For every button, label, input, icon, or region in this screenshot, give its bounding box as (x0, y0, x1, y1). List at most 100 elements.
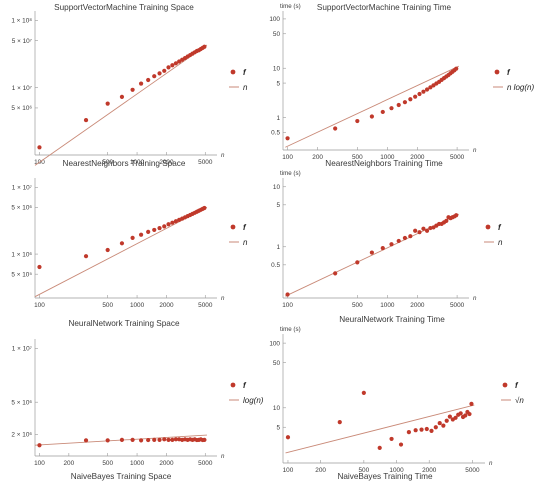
nn-space-data-point (152, 227, 157, 233)
svm-space-data-point (130, 87, 135, 92)
svm-time-data-point (417, 91, 422, 97)
nn-time-legend-point-label: f (498, 223, 502, 232)
neural-time-data-point (285, 435, 291, 440)
nn-time-data-point (402, 235, 408, 241)
nn-time-data-point (380, 245, 385, 251)
neural-time-data-point (467, 411, 472, 417)
neural-space-x-tick-label: 500 (102, 460, 113, 467)
neural-time-data-point (389, 436, 394, 442)
svm-space-data-point (105, 101, 110, 106)
svm-space-y-tick-label: 5 × 10⁷ (12, 38, 33, 45)
svm-space-legend-point-marker (230, 69, 236, 75)
neural-space-title: NeuralNetwork Training Space (68, 319, 179, 328)
svm-time-legend-line-label: n log(n) (507, 83, 534, 92)
nn-space-data-point (37, 264, 42, 270)
nn-space-y-tick-label: 5 × 10⁶ (11, 205, 32, 212)
nn-time-data-point (408, 234, 413, 239)
nn-space-data-point (119, 241, 125, 246)
svm-space-y-tick-label: 1 × 10⁸ (11, 18, 32, 25)
svm-space-fit-line (34, 44, 208, 166)
nn-space-x-tick-label: 100 (34, 302, 45, 309)
nn-time-x-axis-label: n (473, 295, 477, 302)
nn-time-y-tick-label: 10 (273, 184, 281, 191)
nn-space-y-tick-label: 5 × 10⁵ (11, 271, 32, 278)
neural-space-legend-point-marker (230, 382, 236, 388)
neural-space-x-tick-label: 2000 (159, 460, 174, 467)
nn-space-data-point (105, 247, 110, 253)
svm-time-data-point (413, 94, 418, 99)
nn-time-x-tick-label: 5000 (450, 302, 465, 309)
neural-space-y-tick-label: 2 × 10⁶ (11, 432, 32, 439)
neural-time-data-point (453, 415, 458, 420)
neural-space-data-point (157, 437, 162, 442)
neural-space-data-point (170, 437, 175, 442)
neural-time-legend-line-label: √n (515, 396, 524, 405)
svm-space-data-point (138, 81, 144, 86)
nn-time-data-point (454, 213, 459, 218)
neural-time-y-tick-label: 50 (273, 360, 281, 367)
nn-space-data-point (166, 222, 171, 227)
nn-space-legend-line-label: n (243, 238, 248, 247)
neural-time-y-tick-label: 5 (276, 424, 280, 431)
svm-time-legend-point-label: f (507, 68, 511, 77)
nn-space-x-tick-label: 1000 (130, 302, 145, 309)
naivebayes-space-title: NaiveBayes Training Space (71, 472, 172, 481)
neural-time-y-tick-label: 10 (273, 405, 281, 412)
neural-space-panel: NeuralNetwork Training Space n 100 200 500 10… (11, 319, 263, 467)
neural-time-data-point (444, 418, 449, 423)
neural-time-x-tick-label: 500 (359, 467, 370, 474)
neural-time-fit-line (285, 404, 475, 454)
neural-time-x-axis-label: n (489, 460, 493, 467)
svm-time-data-point (285, 136, 290, 141)
svm-time-data-point (369, 114, 374, 119)
neural-time-y-axis-label: time (s) (280, 326, 301, 333)
svm-time-y-tick-label: 50 (273, 31, 281, 38)
nn-time-y-tick-label: 0.5 (271, 262, 280, 269)
svm-space-data-point (170, 63, 175, 68)
svm-space-data-point (162, 68, 167, 73)
nn-space-data-point (162, 224, 167, 229)
neural-space-legend-point-label: f (243, 381, 247, 390)
nn-time-data-point (369, 250, 374, 255)
neural-space-data-point (173, 437, 178, 442)
neural-space-y-tick-label: 1 × 10⁷ (12, 346, 33, 353)
svm-space-y-tick-label: 1 × 10⁷ (12, 85, 33, 92)
neural-time-y-tick-label: 100 (269, 340, 280, 347)
neural-time-data-point (458, 411, 463, 416)
svm-time-data-point (355, 118, 360, 124)
neural-space-x-tick-label: 200 (64, 460, 75, 467)
neural-time-data-point (433, 425, 438, 430)
nn-space-fit-line (34, 206, 208, 298)
neural-time-panel: NeuralNetwork Training Time time (s) n 100 2… (269, 315, 524, 474)
svm-space-x-axis-label: n (221, 152, 225, 159)
nn-time-data-point (389, 242, 394, 247)
nn-space-data-point (173, 219, 178, 224)
nn-space-x-tick-label: 500 (102, 302, 113, 309)
svm-time-data-point (333, 126, 338, 131)
nn-space-y-tick-label: 1 × 10⁶ (11, 251, 32, 258)
neural-time-data-point (437, 420, 442, 426)
neural-time-data-point (377, 445, 382, 450)
svm-space-data-point (146, 77, 151, 83)
neural-space-data-point (202, 437, 207, 442)
nn-time-legend-line-label: n (498, 238, 503, 247)
svm-time-y-tick-label: 100 (269, 16, 280, 23)
nn-space-x-tick-label: 2000 (159, 302, 174, 309)
svm-time-y-axis-label: time (s) (280, 3, 301, 10)
svm-time-data-point (402, 100, 408, 105)
neural-time-data-point (398, 442, 404, 447)
svm-time-x-tick-label: 200 (312, 154, 323, 161)
nn-space-data-point (83, 254, 89, 259)
svm-time-data-point (380, 109, 385, 115)
svm-space-data-point (202, 44, 207, 49)
nn-space-data-point (170, 220, 175, 225)
nn-time-legend-point-marker (485, 224, 491, 230)
svm-time-title: SupportVectorMachine Training Time (317, 3, 452, 12)
neural-time-data-point (463, 413, 468, 418)
nn-time-x-tick-label: 1000 (380, 302, 395, 309)
svm-time-data-point (421, 89, 426, 94)
svm-space-x-tick-label: 2000 (159, 159, 174, 166)
neural-time-legend-point-label: f (515, 381, 519, 390)
svm-time-x-tick-label: 5000 (450, 154, 465, 161)
neural-space-x-tick-label: 1000 (130, 460, 145, 467)
